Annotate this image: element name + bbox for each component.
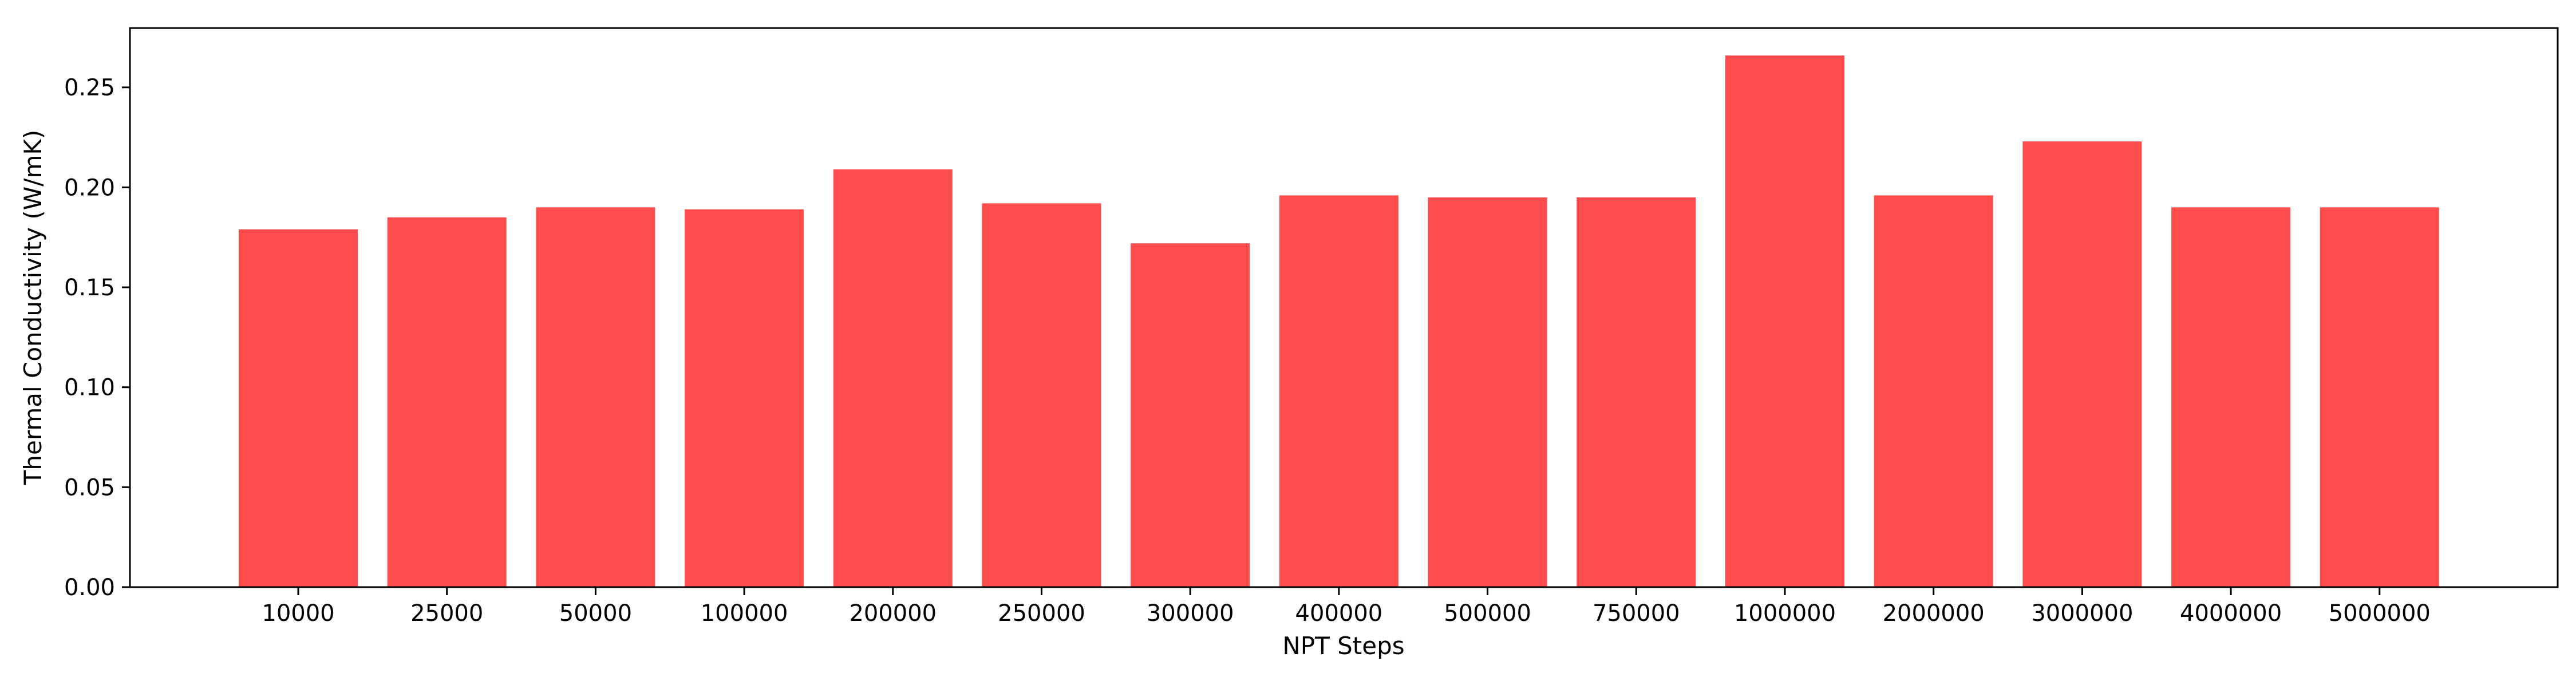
x-tick-label: 300000 [1147,600,1234,627]
x-tick-label: 50000 [559,600,632,627]
bar-4000000 [2171,207,2291,587]
y-tick-label: 0.15 [64,275,115,301]
bar-200000 [833,169,953,587]
x-tick-label: 250000 [998,600,1085,627]
x-tick-label: 200000 [849,600,937,627]
bar-3000000 [2022,141,2142,588]
x-tick-label: 1000000 [1734,600,1836,627]
bar-300000 [1131,243,1250,587]
x-tick-label: 4000000 [2180,600,2282,627]
bar-100000 [685,209,804,587]
x-tick-label: 2000000 [1883,600,1985,627]
x-tick-label: 500000 [1444,600,1531,627]
x-tick-label: 25000 [410,600,483,627]
y-tick-label: 0.20 [64,175,115,201]
bar-2000000 [1874,195,1993,587]
plot-frame [129,27,2559,588]
y-tick-label: 0.05 [64,474,115,501]
bar-400000 [1279,195,1398,587]
x-axis-ticks: 10000 25000 50000 100000 200000 250000 300000 4… [262,587,2431,627]
bar-750000 [1577,197,1696,587]
bar-1000000 [1725,55,1844,587]
bar-5000000 [2320,207,2439,587]
x-axis-label: NPT Steps [1282,632,1404,660]
y-axis-label: Thermal Conductivity (W/mK) [19,130,47,486]
x-tick-label: 3000000 [2031,600,2133,627]
bar-25000 [387,217,507,587]
y-tick-label: 0.00 [64,575,115,601]
bar-500000 [1428,197,1547,587]
y-tick-label: 0.10 [64,375,115,401]
x-tick-label: 750000 [1593,600,1680,627]
x-tick-label: 10000 [262,600,334,627]
x-tick-label: 100000 [701,600,788,627]
y-tick-label: 0.25 [64,75,115,101]
bars-layer [239,55,2439,588]
bar-10000 [239,229,358,587]
bar-50000 [536,207,655,587]
y-axis-ticks: 0.00 0.05 0.10 0.15 0.20 0.25 [64,75,130,601]
x-tick-label: 5000000 [2329,600,2431,627]
x-tick-label: 400000 [1295,600,1383,627]
bar-250000 [982,203,1101,587]
